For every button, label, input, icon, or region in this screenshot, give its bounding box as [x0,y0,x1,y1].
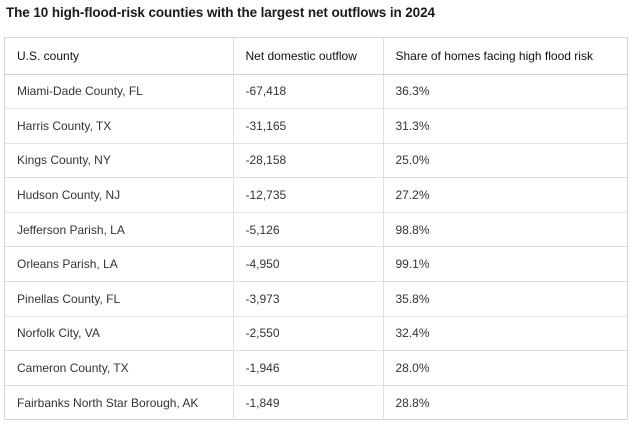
table-row: Norfolk City, VA -2,550 32.4% [5,316,627,352]
flood-risk-share-cell: 99.1% [383,246,627,283]
county-cell: Cameron County, TX [5,350,234,386]
data-table-container: U.S. county Net domestic outflow Share o… [4,37,628,420]
flood-risk-share-cell: 28.8% [395,395,430,410]
column-header-flood-risk-share: Share of homes facing high flood risk [383,38,627,75]
county-cell: Kings County, NY [5,143,234,179]
net-outflow-cell: -28,158 [233,143,384,179]
table-row: Fairbanks North Star Borough, AK -1,849 28… [5,385,627,420]
column-header-net-outflow: Net domestic outflow [233,38,384,75]
table-body: Miami-Dade County, FL -67,418 36.3% Harris … [5,74,627,420]
table-row: Harris County, TX -31,165 31.3% [5,108,627,144]
table-row: Kings County, NY -28,158 25.0% [5,143,627,179]
net-outflow-cell: -4,950 [233,246,384,283]
data-table: U.S. county Net domestic outflow Share o… [5,38,627,420]
net-outflow-cell: -3,973 [233,281,384,317]
flood-risk-share-cell: 35.8% [383,281,627,317]
net-outflow-cell: -1,849 [233,385,384,420]
flood-risk-share-cell: 36.3% [383,74,627,110]
table-header: U.S. county Net domestic outflow Share o… [5,38,627,75]
net-outflow-cell: -5,126 [233,212,384,248]
county-cell: Harris County, TX [5,108,234,144]
flood-risk-share-cell: 32.4% [383,316,627,352]
table-row: Hudson County, NJ -12,735 27.2% [5,177,627,213]
county-cell: Orleans Parish, LA [5,246,234,283]
net-outflow-cell: -1,946 [233,350,384,386]
county-cell: Miami-Dade County, FL [5,74,234,110]
table-row: Pinellas County, FL -3,973 35.8% [5,281,627,317]
net-outflow-cell: -31,165 [233,108,384,144]
net-outflow-cell: -67,418 [233,74,384,110]
flood-risk-share-cell: 31.3% [383,108,627,144]
county-cell: Hudson County, NJ [5,177,234,213]
header-row: U.S. county Net domestic outflow Share o… [5,38,627,75]
county-cell: Jefferson Parish, LA [5,212,234,248]
county-cell: Pinellas County, FL [5,281,234,317]
county-cell: Fairbanks North Star Borough, AK [5,385,234,420]
flood-risk-share-cell: 25.0% [383,143,627,179]
net-outflow-cell: -2,550 [233,316,384,352]
flood-risk-share-cell: 28.0% [383,350,627,386]
table-title: The 10 high-flood-risk counties with the… [6,5,435,20]
column-header-county: U.S. county [5,38,234,75]
table-row: Miami-Dade County, FL -67,418 36.3% [5,74,627,110]
table-row: Orleans Parish, LA -4,950 99.1% [5,246,627,283]
table-row: Cameron County, TX -1,946 28.0% [5,350,627,386]
table-row: Jefferson Parish, LA -5,126 98.8% [5,212,627,248]
county-cell: Norfolk City, VA [5,316,234,352]
net-outflow-cell: -12,735 [233,177,384,213]
flood-risk-share-cell: 98.8% [383,212,627,248]
flood-risk-share-cell: 27.2% [383,177,627,213]
